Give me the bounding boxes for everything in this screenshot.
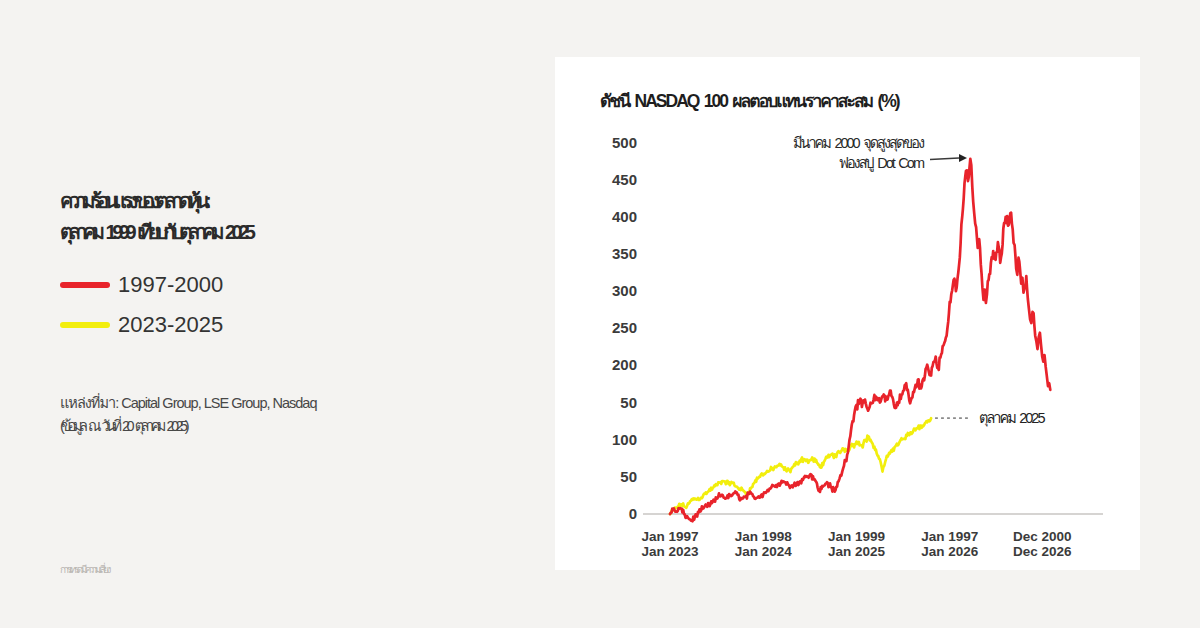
legend-item-1997-2000: 1997-2000 [60,265,530,305]
source-line-1: แหล่งที่มา: Capital Group, LSE Group, Na… [60,392,530,415]
legend-item-2023-2025: 2023-2025 [60,305,530,345]
x-tick-label-top: Jan 1999 [828,529,885,544]
x-tick-label-bottom: Jan 2023 [641,544,699,559]
legend-label: 2023-2025 [118,312,223,338]
x-tick-label-bottom: Jan 2026 [921,544,979,559]
x-tick-label-bottom: Jan 2025 [828,544,886,559]
page-title: ความร้อนแรงของตลาดหุ้น: ตุลาคม 1999 เทีย… [60,186,530,248]
y-tick-label: 400 [612,208,637,225]
x-tick-label-top: Jan 1997 [921,529,978,544]
endpoint-annotation-label: ตุลาคม 2025 [979,410,1045,427]
risk-disclaimer: การเทรดมีความเสี่ยง [60,562,109,577]
left-panel: ความร้อนแรงของตลาดหุ้น: ตุลาคม 1999 เทีย… [60,186,530,438]
legend-swatch-2023-2025 [60,322,110,328]
legend-swatch-1997-2000 [60,282,110,288]
x-tick-label-bottom: Dec 2026 [1013,544,1072,559]
peak-annotation-arrowhead [959,154,967,162]
nasdaq-comparison-chart: 05010050200250300350400450500Jan 1997Jan… [555,57,1140,570]
source-line-2: (ข้อมูล ณ วันที่ 20 ตุลาคม 2025) [60,415,530,438]
x-tick-label-top: Dec 2000 [1013,529,1072,544]
y-tick-label: 450 [612,171,637,188]
page-title-line-1: ความร้อนแรงของตลาดหุ้น: [60,186,530,217]
series-line-2023-2025 [670,418,931,514]
peak-annotation-arrow-line [930,158,959,160]
source-note: แหล่งที่มา: Capital Group, LSE Group, Na… [60,392,530,438]
series-line-1997-2000 [670,159,1050,522]
y-tick-label: 200 [612,356,637,373]
page: { "left_panel": { "heading_line1": "ความ… [0,0,1200,628]
y-tick-label: 50 [620,468,637,485]
chart-card: ดัชนี NASDAQ 100 ผลตอบแทนราคาสะสม (%) 05… [555,57,1140,570]
legend: 1997-2000 2023-2025 [60,265,530,345]
peak-annotation-line-2: ฟองสบู่ Dot Com [839,155,925,172]
y-tick-label: 50 [620,394,637,411]
y-tick-label: 500 [612,134,637,151]
x-tick-label-top: Jan 1998 [735,529,793,544]
y-tick-label: 100 [612,431,637,448]
y-tick-label: 0 [629,505,637,522]
x-tick-label-top: Jan 1997 [641,529,698,544]
y-tick-label: 300 [612,282,637,299]
legend-label: 1997-2000 [118,272,223,298]
page-title-line-2: ตุลาคม 1999 เทียบกับตุลาคม 2025 [60,217,530,248]
peak-annotation-line-1: มีนาคม 2000 จุดสูงสุดของ [793,135,925,152]
x-tick-label-bottom: Jan 2024 [735,544,793,559]
y-tick-label: 350 [612,245,637,262]
y-tick-label: 250 [612,319,637,336]
